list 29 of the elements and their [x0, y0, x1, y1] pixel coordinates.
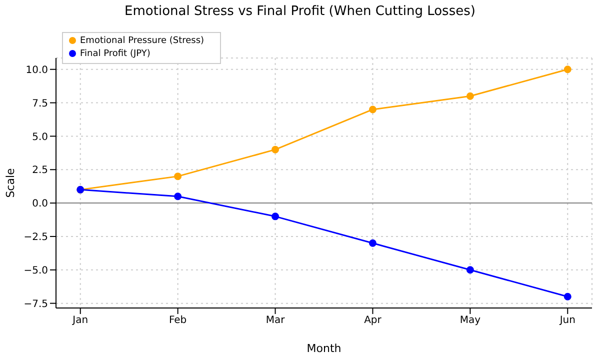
point: [466, 266, 474, 274]
y-tick-label: 5.0: [32, 132, 48, 143]
point: [564, 292, 572, 300]
y-tick-label: 10.0: [26, 64, 48, 76]
x-tick-label: Jan: [72, 315, 88, 326]
y-tick-label: 2.5: [32, 165, 48, 176]
x-tick-label: May: [460, 315, 481, 326]
point: [174, 172, 182, 180]
chart-title: Emotional Stress vs Final Profit (When Cutting Losses): [124, 4, 476, 19]
legend-label: Emotional Pressure (Stress): [80, 36, 204, 46]
point: [272, 212, 280, 220]
y-tick-label: −7.5: [24, 298, 48, 310]
y-tick-label: 7.5: [32, 98, 48, 110]
point: [368, 239, 376, 247]
x-tick-label: Feb: [168, 315, 187, 326]
point: [272, 146, 280, 154]
x-tick-label: Apr: [364, 315, 382, 326]
x-tick-label: Mar: [266, 315, 286, 326]
point: [564, 66, 572, 74]
y-tick-label: −5.0: [24, 265, 48, 276]
y-tick-label: 0.0: [32, 198, 48, 210]
point: [466, 92, 474, 100]
point: [368, 106, 376, 114]
y-axis-title: Scale: [4, 168, 17, 198]
y-tick-label: −2.5: [24, 232, 48, 244]
x-axis-title: Month: [306, 342, 342, 355]
legend-label: Final Profit (JPY): [80, 49, 150, 59]
x-tick-label: Jun: [558, 315, 576, 326]
point: [174, 192, 182, 200]
